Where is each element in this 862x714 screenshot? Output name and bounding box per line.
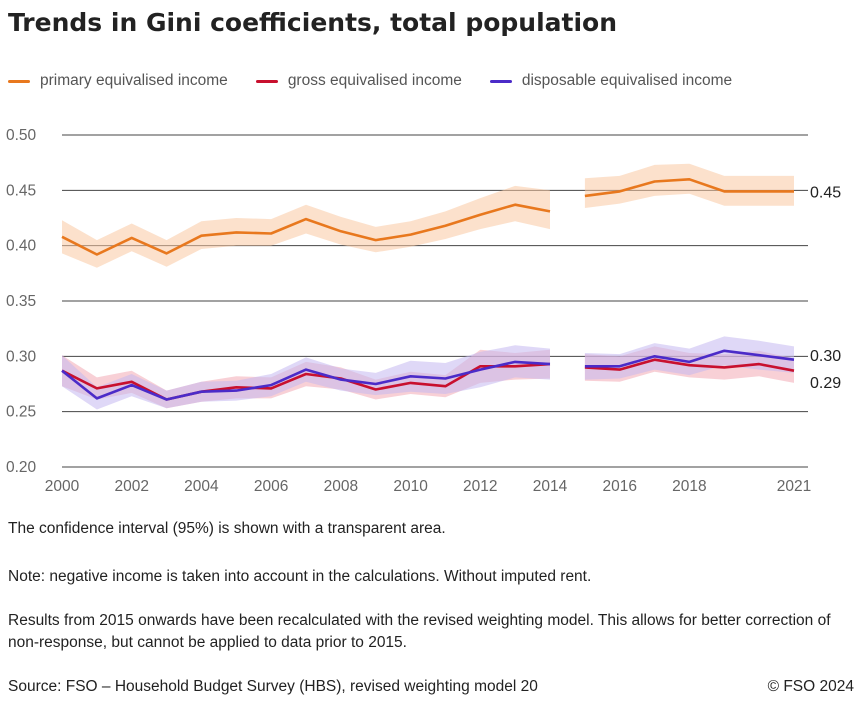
gini-line-chart: 0.20 0.25 0.30 0.35 0.40 0.45 0.50 2000 2002 2004… xyxy=(6,127,841,495)
legend-item-primary[interactable]: primary equivalised income xyxy=(8,70,228,92)
y-tick-label: 0.25 xyxy=(6,404,36,421)
x-tick-label: 2016 xyxy=(602,478,636,495)
legend: primary equivalised income gross equival… xyxy=(8,70,732,92)
x-tick-label: 2012 xyxy=(463,478,497,495)
end-label: 0.45 xyxy=(810,184,841,201)
end-label: 0.30 xyxy=(810,348,841,365)
legend-swatch-primary xyxy=(8,79,30,83)
confidence-band xyxy=(584,163,794,208)
x-tick-label: 2008 xyxy=(324,478,358,495)
y-tick-label: 0.50 xyxy=(6,127,37,144)
confidence-band xyxy=(584,336,794,380)
weighting-note: Results from 2015 onwards have been reca… xyxy=(8,612,831,651)
x-tick-label: 2000 xyxy=(45,478,80,495)
legend-label-disposable: disposable equivalised income xyxy=(521,72,733,89)
x-tick-label: 2014 xyxy=(533,478,568,495)
confidence-note: The confidence interval (95%) is shown w… xyxy=(8,520,446,537)
y-tick-label: 0.40 xyxy=(6,238,37,255)
source-text: Source: FSO – Household Budget Survey (H… xyxy=(8,678,538,695)
y-tick-label: 0.20 xyxy=(6,459,37,476)
y-tick-label: 0.35 xyxy=(6,293,36,310)
legend-swatch-disposable xyxy=(489,79,512,83)
x-tick-label: 2018 xyxy=(672,478,706,495)
x-tick-label: 2006 xyxy=(254,478,288,495)
method-note: Note: negative income is taken into acco… xyxy=(8,568,592,585)
x-tick-label: 2004 xyxy=(184,478,219,495)
confidence-band xyxy=(62,345,550,410)
legend-swatch-gross xyxy=(255,79,278,83)
legend-item-gross[interactable]: gross equivalised income xyxy=(255,70,462,92)
chart-title: Trends in Gini coefficients, total popul… xyxy=(8,8,618,37)
x-tick-label: 2002 xyxy=(114,478,148,495)
copyright-text: © FSO 2024 xyxy=(767,678,854,695)
legend-label-gross: gross equivalised income xyxy=(287,72,462,89)
x-tick-label: 2021 xyxy=(777,478,811,495)
series-line xyxy=(584,358,795,372)
series-line xyxy=(584,349,795,368)
series-line xyxy=(61,203,551,256)
series-line xyxy=(61,360,551,401)
y-tick-label: 0.45 xyxy=(6,182,36,199)
end-label: 0.29 xyxy=(810,375,841,392)
x-tick-label: 2010 xyxy=(393,478,428,495)
series-line xyxy=(584,177,794,198)
confidence-band xyxy=(62,185,550,268)
legend-label-primary: primary equivalised income xyxy=(40,72,228,89)
legend-item-disposable[interactable]: disposable equivalised income xyxy=(489,70,733,92)
y-tick-label: 0.30 xyxy=(6,348,37,365)
